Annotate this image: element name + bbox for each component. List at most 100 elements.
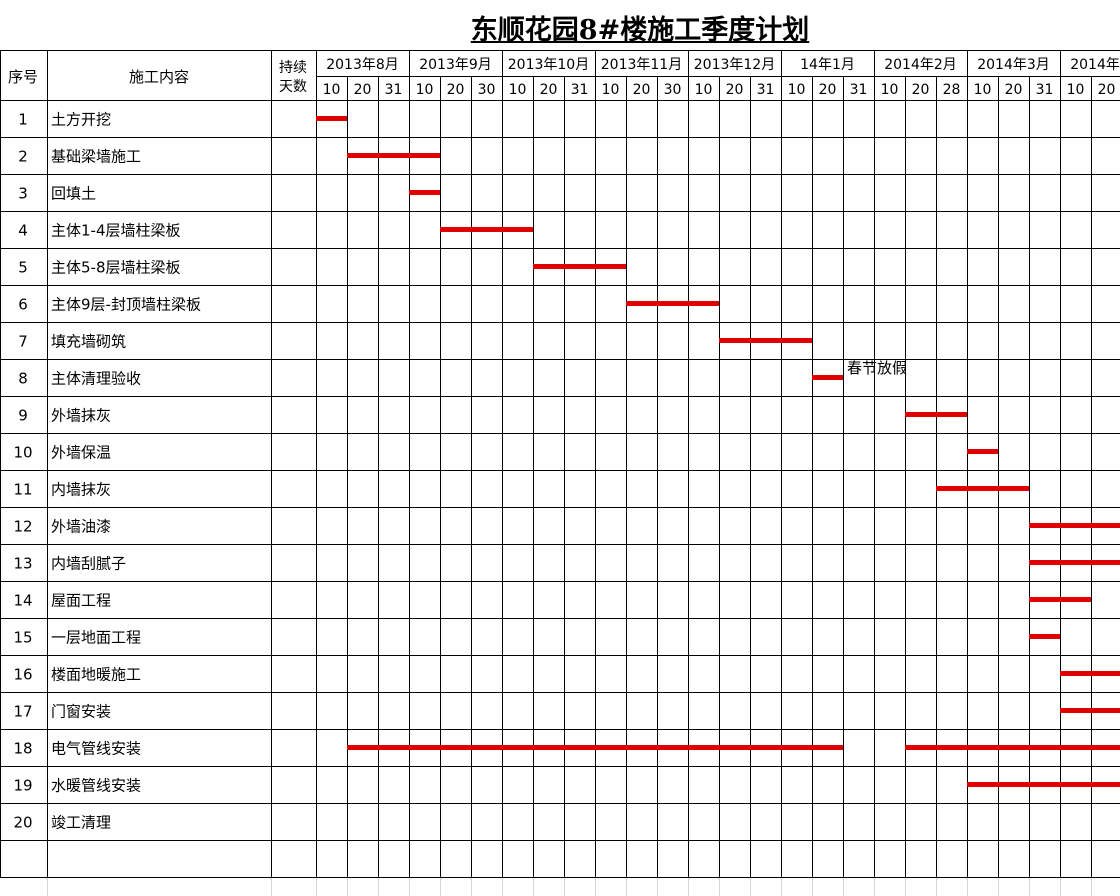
- task-seq: 13: [13, 555, 32, 573]
- task-bar: [409, 190, 440, 195]
- day-tick-label: 10: [695, 82, 713, 98]
- task-name: 门窗安装: [51, 703, 111, 721]
- task-seq: 4: [18, 222, 28, 240]
- day-tick-label: 20: [819, 82, 837, 98]
- day-tick-label: 10: [1067, 82, 1085, 98]
- month-label: 2013年10月: [508, 57, 589, 73]
- task-bar: [533, 264, 626, 269]
- task-bar: [967, 449, 998, 454]
- task-name: 水暖管线安装: [51, 777, 141, 795]
- task-bar: [626, 301, 719, 306]
- task-seq: 11: [13, 481, 32, 499]
- month-label: 2013年9月: [419, 57, 492, 73]
- task-name: 回填土: [51, 185, 96, 203]
- task-bar: [936, 486, 1029, 491]
- day-tick-label: 20: [540, 82, 558, 98]
- task-seq: 19: [13, 777, 32, 795]
- day-tick-label: 31: [1036, 82, 1054, 98]
- task-bar: [1029, 597, 1091, 602]
- task-name: 内墙刮腻子: [51, 555, 126, 573]
- task-seq: 3: [18, 185, 28, 203]
- task-bar: [347, 745, 843, 750]
- day-tick-label: 28: [943, 82, 961, 98]
- task-seq: 2: [18, 148, 28, 166]
- task-seq: 9: [18, 407, 28, 425]
- header-duration-line1: 持续: [279, 59, 307, 76]
- day-tick-label: 10: [974, 82, 992, 98]
- task-seq: 12: [13, 518, 32, 536]
- header-seq: 序号: [8, 68, 38, 86]
- day-tick-label: 31: [850, 82, 868, 98]
- task-name: 主体清理验收: [51, 370, 141, 388]
- task-seq: 14: [13, 592, 32, 610]
- month-label: 2014年3月: [977, 57, 1050, 73]
- annotation-spring-festival: 春节放假: [847, 359, 907, 377]
- task-bar: [1029, 634, 1060, 639]
- task-name: 外墙保温: [51, 444, 111, 462]
- task-bar: [440, 227, 533, 232]
- day-tick-label: 10: [509, 82, 527, 98]
- header-content: 施工内容: [129, 68, 189, 86]
- task-bar: [967, 782, 1120, 787]
- day-tick-label: 10: [416, 82, 434, 98]
- month-label: 2014年2月: [884, 57, 957, 73]
- page-title: 东顺花园8#楼施工季度计划: [470, 15, 810, 46]
- task-name: 电气管线安装: [51, 740, 141, 758]
- task-seq: 10: [13, 444, 32, 462]
- task-name: 填充墙砌筑: [51, 333, 126, 351]
- task-name: 土方开挖: [51, 111, 111, 129]
- task-bar: [1060, 708, 1120, 713]
- task-seq: 17: [13, 703, 32, 721]
- month-label: 2013年11月: [601, 57, 682, 73]
- task-bar: [905, 745, 1120, 750]
- task-seq: 6: [18, 296, 28, 314]
- task-bar: [1029, 560, 1120, 565]
- header-duration-line2: 天数: [279, 79, 307, 95]
- task-seq: 16: [13, 666, 32, 684]
- day-tick-label: 20: [1098, 82, 1116, 98]
- day-tick-label: 20: [447, 82, 465, 98]
- task-seq: 8: [18, 370, 28, 388]
- day-tick-label: 20: [1005, 82, 1023, 98]
- day-tick-label: 30: [664, 82, 682, 98]
- task-seq: 7: [18, 333, 28, 351]
- task-bar: [1029, 523, 1120, 528]
- day-tick-label: 10: [881, 82, 899, 98]
- task-name: 外墙抹灰: [51, 407, 111, 425]
- month-label: 2013年12月: [694, 57, 775, 73]
- month-label: 2014年4月: [1070, 57, 1120, 73]
- month-label: 2013年8月: [326, 57, 399, 73]
- task-bar: [812, 375, 843, 380]
- task-name: 外墙油漆: [51, 518, 111, 536]
- day-tick-label: 10: [602, 82, 620, 98]
- month-label: 14年1月: [800, 57, 855, 73]
- day-tick-label: 31: [385, 82, 403, 98]
- task-name: 屋面工程: [51, 592, 111, 610]
- task-bar: [905, 412, 967, 417]
- task-seq: 1: [18, 111, 28, 129]
- task-seq: 20: [13, 814, 32, 832]
- task-name: 主体1-4层墙柱梁板: [51, 222, 181, 240]
- day-tick-label: 10: [323, 82, 341, 98]
- task-bar: [1060, 671, 1120, 676]
- task-name: 内墙抹灰: [51, 481, 111, 499]
- task-bar: [316, 116, 347, 121]
- day-tick-label: 20: [354, 82, 372, 98]
- task-name: 竣工清理: [51, 814, 111, 832]
- day-tick-label: 31: [757, 82, 775, 98]
- task-seq: 15: [13, 629, 32, 647]
- day-tick-label: 10: [788, 82, 806, 98]
- day-tick-label: 31: [571, 82, 589, 98]
- task-name: 主体9层-封顶墙柱梁板: [51, 296, 201, 314]
- task-name: 基础梁墙施工: [51, 148, 141, 166]
- task-bar: [347, 153, 440, 158]
- day-tick-label: 30: [478, 82, 496, 98]
- task-name: 楼面地暖施工: [51, 666, 141, 684]
- day-tick-label: 20: [633, 82, 651, 98]
- task-seq: 18: [13, 740, 32, 758]
- task-name: 一层地面工程: [51, 629, 141, 647]
- day-tick-label: 20: [726, 82, 744, 98]
- task-seq: 5: [18, 259, 28, 277]
- day-tick-label: 20: [912, 82, 930, 98]
